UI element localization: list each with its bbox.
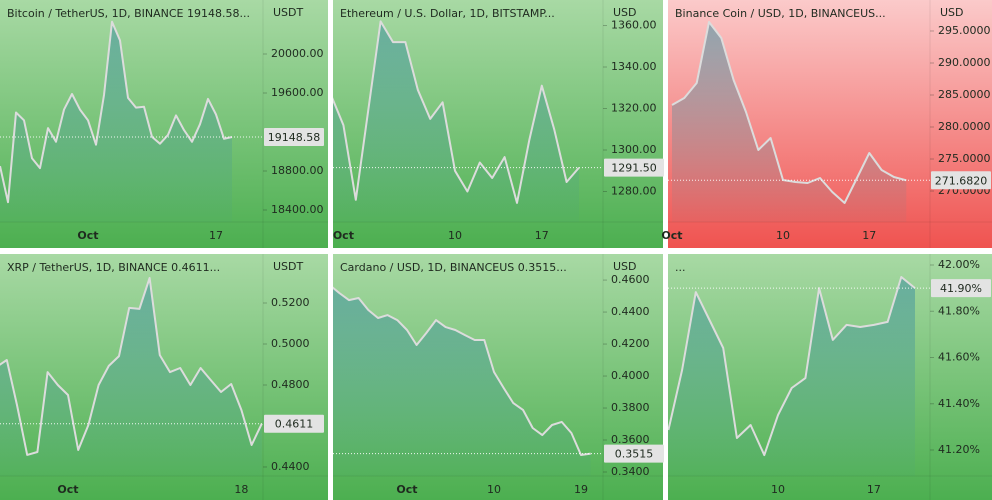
y-tick-label: 41.20%: [938, 443, 980, 456]
price-label-box: [264, 128, 324, 147]
y-tick-label: 295.0000: [938, 24, 991, 37]
price-line: [333, 286, 591, 456]
x-tick-label: 17: [867, 483, 881, 496]
y-tick-label: 0.4800: [271, 378, 310, 391]
y-tick-label: 0.4400: [611, 305, 650, 318]
chart-title: Bitcoin / TetherUS, 1D, BINANCE 19148.58…: [7, 7, 250, 20]
chart-title: Cardano / USD, 1D, BINANCEUS 0.3515...: [340, 261, 567, 274]
chart-title: Ethereum / U.S. Dollar, 1D, BITSTAMP...: [340, 7, 555, 20]
area-fill: [333, 287, 591, 476]
y-tick-label: 41.80%: [938, 304, 980, 317]
y-tick-label: 0.5200: [271, 296, 310, 309]
unit-label: USDT: [273, 6, 304, 19]
chart-title: Binance Coin / USD, 1D, BINANCEUS...: [675, 7, 886, 20]
x-tick-label: 10: [448, 229, 462, 242]
price-line: [668, 276, 916, 457]
unit-label: USDT: [273, 260, 304, 273]
y-tick-label: 290.0000: [938, 56, 991, 69]
y-tick-label: 1300.00: [611, 143, 657, 156]
x-tick-label: 18: [234, 483, 248, 496]
price-label: 19148.58: [268, 131, 321, 144]
price-label: 1291.50: [611, 162, 657, 175]
y-tick-label: 1360.00: [611, 19, 657, 32]
area-fill: [0, 278, 262, 476]
x-tick-label: Oct: [333, 229, 354, 242]
unit-label: USD: [613, 260, 637, 273]
price-label: 0.3515: [615, 448, 654, 461]
y-tick-label: 18800.00: [271, 164, 324, 177]
y-tick-label: 1340.00: [611, 60, 657, 73]
x-tick-label: Oct: [396, 483, 417, 496]
y-tick-label: 280.0000: [938, 120, 991, 133]
price-line: [0, 277, 263, 456]
y-tick-label: 41.60%: [938, 351, 980, 364]
y-tick-label: 18400.00: [271, 203, 324, 216]
y-tick-label: 0.4000: [611, 369, 650, 382]
y-tick-label: 0.3400: [611, 465, 650, 478]
y-tick-label: 0.3800: [611, 401, 650, 414]
x-tick-label: 10: [487, 483, 501, 496]
plot-area: [0, 277, 263, 476]
plot-area: [333, 20, 603, 222]
area-fill: [0, 21, 232, 222]
price-line: [333, 20, 580, 204]
y-tick-label: 1320.00: [611, 102, 657, 115]
y-tick-label: 285.0000: [938, 88, 991, 101]
price-label: 41.90%: [940, 282, 982, 295]
y-tick-label: 0.5000: [271, 337, 310, 350]
chart-title: ...: [675, 261, 686, 274]
price-label-box: [604, 158, 664, 177]
x-tick-label: 10: [771, 483, 785, 496]
x-tick-label: 17: [209, 229, 223, 242]
x-tick-label: Oct: [57, 483, 78, 496]
x-tick-label: 17: [862, 229, 876, 242]
y-tick-label: 0.4400: [271, 460, 310, 473]
area-fill: [333, 21, 579, 222]
price-label: 0.4611: [275, 418, 314, 431]
unit-label: USD: [613, 6, 637, 19]
y-tick-label: 19600.00: [271, 86, 324, 99]
y-tick-label: 41.40%: [938, 397, 980, 410]
plot-area: [668, 276, 930, 476]
y-tick-label: 1280.00: [611, 185, 657, 198]
price-label-box: [604, 444, 664, 463]
x-tick-label: 17: [535, 229, 549, 242]
x-tick-label: Oct: [77, 229, 98, 242]
plot-area: [668, 21, 930, 222]
y-tick-label: 0.4200: [611, 337, 650, 350]
x-tick-label: Oct: [661, 229, 682, 242]
plot-area: [333, 286, 603, 476]
y-tick-label: 42.00%: [938, 258, 980, 271]
plot-area: [0, 20, 263, 222]
price-label-box: [264, 414, 324, 433]
price-label: 271.6820: [935, 174, 988, 187]
x-tick-label: 19: [574, 483, 588, 496]
x-tick-label: 10: [776, 229, 790, 242]
y-tick-label: 275.0000: [938, 152, 991, 165]
price-label-box: [931, 171, 991, 190]
y-tick-label: 20000.00: [271, 47, 324, 60]
y-tick-label: 0.3600: [611, 433, 650, 446]
y-tick-label: 0.4600: [611, 273, 650, 286]
price-line: [671, 21, 907, 204]
price-label-box: [931, 279, 991, 298]
price-line: [0, 20, 233, 204]
unit-label: USD: [940, 6, 964, 19]
chart-title: XRP / TetherUS, 1D, BINANCE 0.4611...: [7, 261, 220, 274]
